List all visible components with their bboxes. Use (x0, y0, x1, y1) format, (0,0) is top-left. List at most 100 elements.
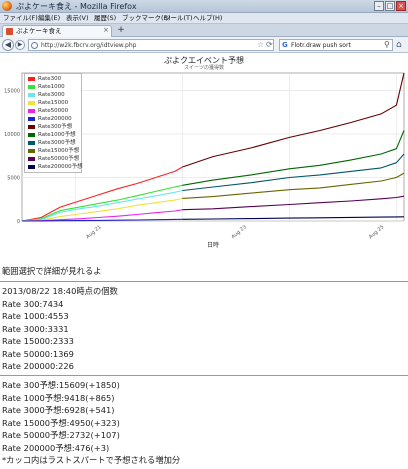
forecast-line: Rate 1000予想:9418(+865) (2, 392, 115, 403)
legend-label: Rate15000予想 (38, 148, 80, 154)
legend-label: Rate200000 (38, 116, 72, 122)
legend-label: Rate50000予想 (38, 156, 80, 162)
legend-swatch (28, 85, 35, 89)
legend-item: Rate50000 (27, 107, 79, 115)
legend-item: Rate200000 (27, 115, 79, 123)
forecast-line: Rate 200000予想:476(+3) (2, 442, 110, 453)
menu-tools[interactable]: ツール(T) (164, 14, 193, 22)
legend-label: Rate1000予想 (38, 132, 76, 138)
legend-label: Rate15000 (38, 100, 69, 106)
legend-item: Rate300 (27, 75, 79, 83)
legend-label: Rate3000 (38, 92, 65, 98)
back-button[interactable]: ◀ (2, 39, 14, 51)
snapshot-line: Rate 1000:4553 (2, 311, 69, 321)
legend-swatch (28, 93, 35, 97)
forecast-line: Rate 3000予想:6928(+541) (2, 405, 115, 415)
search-icon[interactable]: ⚲ (384, 40, 390, 49)
series-line (21, 218, 183, 222)
menu-help[interactable]: ヘルプ(H) (193, 14, 223, 22)
legend-label: Rate200000予想 (38, 164, 83, 170)
navigation-bar: ◀ ▶ http://w2k.fbcrv.org/idtview.php ☆ ⟳… (0, 37, 408, 53)
snapshot-line: Rate 15000:2333 (2, 336, 74, 346)
menu-edit[interactable]: 編集(E) (38, 14, 61, 22)
snapshot-line: 2013/08/22 18:40時点の個数 (2, 286, 118, 296)
legend-swatch (28, 165, 35, 169)
y-tick-label: 15000 (4, 88, 20, 94)
legend-swatch (28, 157, 35, 161)
x-tick-label: Aug 23 (230, 224, 247, 240)
url-text[interactable]: http://w2k.fbcrv.org/idtview.php (41, 42, 137, 49)
bookmark-star-icon[interactable]: ☆ (257, 40, 265, 49)
legend-item: Rate15000予想 (27, 147, 79, 155)
chart-subtitle: スイーツの獲得数 (184, 65, 224, 71)
close-button[interactable]: × (396, 1, 406, 11)
menu-history[interactable]: 履歴(S) (94, 14, 117, 22)
series-line (182, 216, 405, 220)
chart-canvas[interactable]: 0 5000 10000 15000 Aug 21 Aug 23 Aug 25 日時 (2, 53, 406, 261)
menu-view[interactable]: 表示(V) (66, 14, 89, 22)
x-axis-label: 日時 (207, 241, 219, 249)
site-favicon-icon (6, 28, 13, 35)
x-tick-label: Aug 21 (85, 224, 102, 240)
forward-button[interactable]: ▶ (15, 40, 25, 50)
series-line (182, 130, 405, 186)
legend-swatch (28, 125, 35, 129)
legend-swatch (28, 117, 35, 121)
series-line (21, 197, 183, 222)
tab-bar: ぷよケーキ食え × + (0, 24, 408, 37)
firefox-icon (2, 1, 12, 11)
legend-item: Rate200000予想 (27, 163, 83, 171)
legend-swatch (28, 101, 35, 105)
legend-label: Rate300 (38, 76, 62, 82)
snapshot-line: Rate 200000:226 (2, 361, 74, 371)
menu-bookmarks[interactable]: ブックマーク(B) (122, 14, 171, 22)
snapshot-line: Rate 50000:1369 (2, 348, 74, 359)
url-bar[interactable]: http://w2k.fbcrv.org/idtview.php ☆ ⟳ (28, 39, 274, 51)
legend-item: Rate3000予想 (27, 139, 79, 147)
legend-item: Rate1000予想 (27, 131, 79, 139)
legend-item: Rate1000 (27, 83, 79, 91)
legend-item: Rate300予想 (27, 123, 79, 131)
legend-item: Rate15000 (27, 99, 79, 107)
legend-label: Rate50000 (38, 108, 69, 114)
series-line (182, 153, 405, 192)
menu-file[interactable]: ファイル(F) (3, 14, 38, 22)
search-bar[interactable]: G Flotr.draw push sort ⚲ (279, 39, 393, 51)
x-tick-label: Aug 25 (368, 224, 385, 240)
y-tick-label: 10000 (4, 132, 20, 138)
selection-hint: 範囲選択で詳細が見れるよ (2, 266, 102, 276)
maximize-button[interactable]: □ (385, 1, 395, 11)
legend-item: Rate3000 (27, 91, 79, 99)
legend-label: Rate3000予想 (38, 140, 76, 146)
legend-swatch (28, 141, 35, 145)
y-tick-label: 5000 (7, 175, 20, 181)
menu-bar: ファイル(F) 編集(E) 表示(V) 履歴(S) ブックマーク(B) ツール(… (0, 13, 408, 24)
series-line (182, 72, 405, 168)
legend-label: Rate300予想 (38, 124, 73, 130)
new-tab-button[interactable]: + (117, 25, 125, 35)
divider (0, 375, 408, 376)
chart-title: ぷよクエイベント予想 (164, 56, 244, 65)
legend-swatch (28, 77, 35, 81)
chart-legend: Rate300 Rate1000 Rate3000 Rate15000 Rate5000… (24, 73, 83, 173)
title-bar: ぷよケーキ食え - Mozilla Firefox – □ × (0, 0, 408, 13)
legend-swatch (28, 149, 35, 153)
reload-icon[interactable]: ⟳ (266, 40, 273, 49)
legend-swatch (28, 133, 35, 137)
tab-close-icon[interactable]: × (103, 26, 109, 34)
chart[interactable]: ぷよクエイベント予想 スイーツの獲得数 0 5000 10000 15000 Aug 2… (2, 53, 406, 261)
divider (0, 281, 408, 282)
legend-swatch (28, 109, 35, 113)
series-line (182, 195, 405, 211)
forecast-line: Rate 300予想:15609(+1850) (2, 380, 120, 390)
series-line (182, 172, 405, 199)
minimize-button[interactable]: – (374, 1, 384, 11)
google-icon: G (282, 41, 288, 49)
snapshot-line: Rate 3000:3331 (2, 323, 69, 334)
series-line (21, 184, 183, 222)
page-content: ぷよクエイベント予想 スイーツの獲得数 0 5000 10000 15000 Aug 2… (0, 53, 408, 469)
search-input[interactable]: Flotr.draw push sort (291, 42, 351, 49)
home-icon[interactable]: ⌂ (396, 40, 402, 50)
tab-active[interactable]: ぷよケーキ食え × (2, 25, 112, 37)
